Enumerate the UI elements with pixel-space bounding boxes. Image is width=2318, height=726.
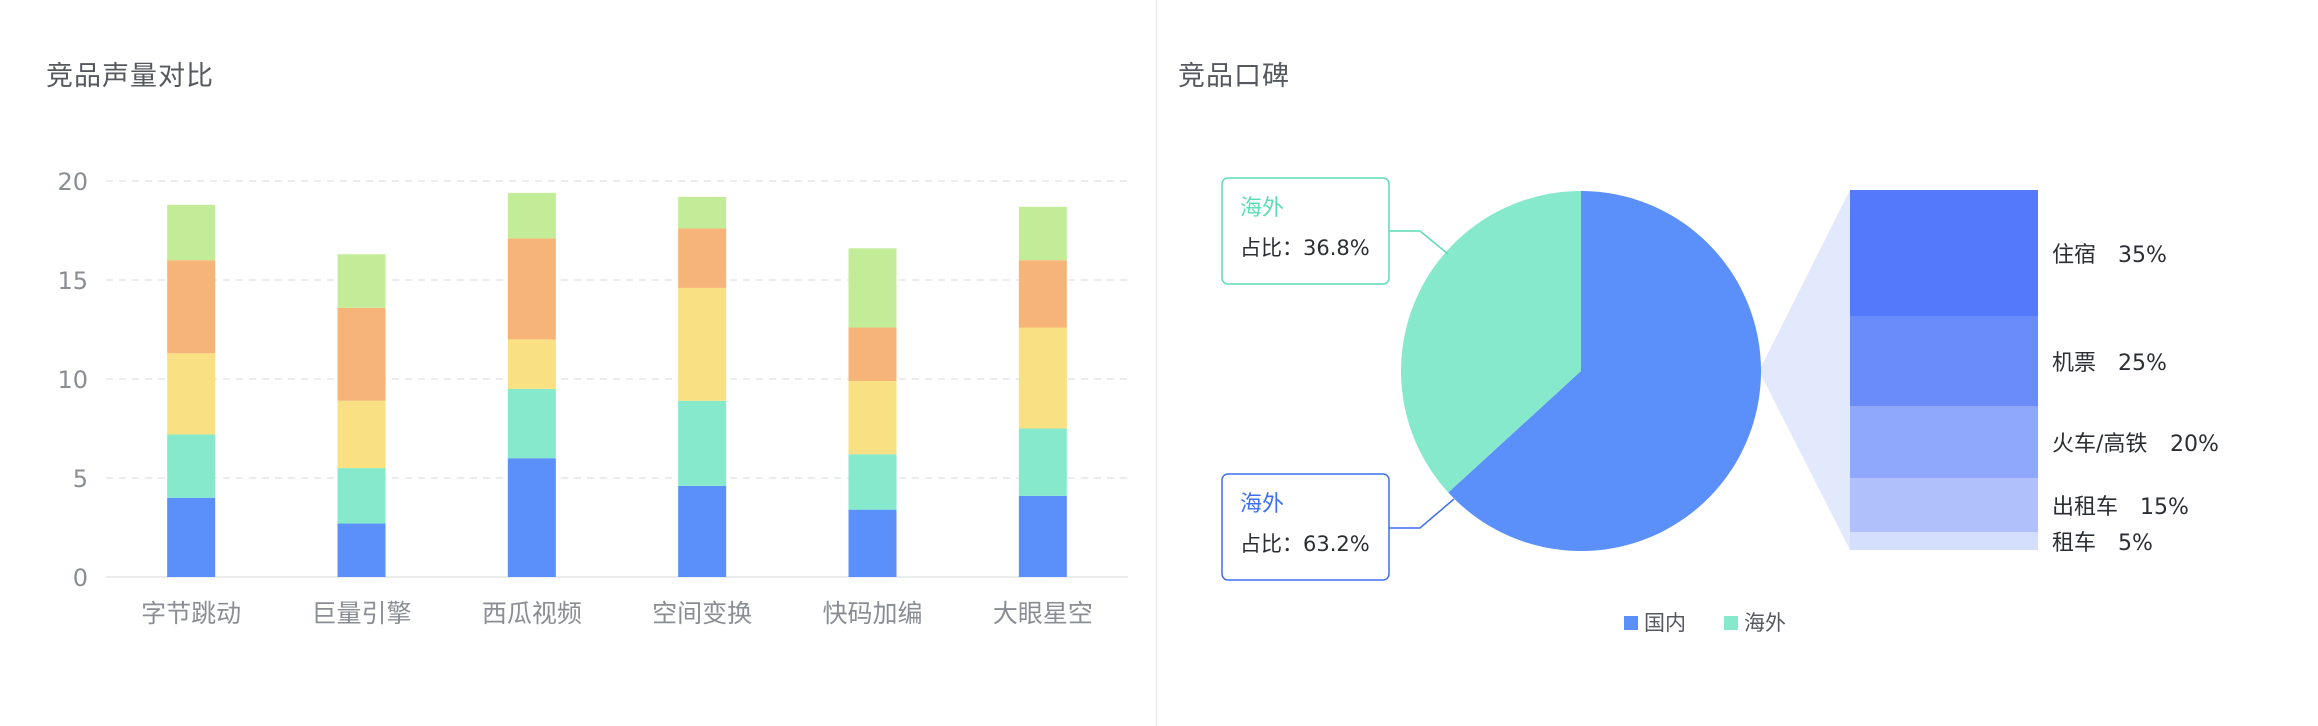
bar-segment [1018,327,1067,429]
breakdown-segment [1850,190,2038,316]
callout-box [1221,473,1390,581]
legend-label: 海外 [1744,611,1786,635]
bar-segment [1018,428,1067,496]
volume-comparison-panel: 竞品声量对比 0 5 10 15 20 字节跳动 巨量引擎 西瓜视频 空间变换 快码加编 大眼星空 [0,0,1156,726]
bar-segment [337,523,386,577]
pie-chart: 住宿 35%机票 25%火车/高铁 20%出租车 15%租车 5%海外占比：36.8%海外… [1221,177,2219,635]
callout-value: 占比：36.8% [1240,236,1370,260]
bar-segment [678,400,727,486]
bar-segment [848,380,897,455]
legend-label: 国内 [1644,611,1686,635]
bar-segment [848,248,897,328]
bar-segment [337,307,386,401]
bar-segment [507,339,556,389]
bar-segment [507,388,556,459]
bar-segment [848,327,897,381]
breakdown-label: 火车/高铁 [2052,432,2147,457]
bar-segment [678,196,727,229]
legend-swatch [1724,616,1738,630]
bar-segment [1018,495,1067,577]
breakdown-segment [1850,316,2038,406]
panel-title: 竞品口碑 [1178,61,1290,92]
y-tick-label: 10 [57,366,88,394]
bar-segment [167,434,216,498]
bar-segment [848,509,897,577]
breakdown-value: 15% [2140,495,2189,520]
bar-segment [167,204,216,261]
breakdown-label: 机票 [2052,351,2096,376]
x-tick-label: 巨量引擎 [311,599,411,628]
bar-segment [337,254,386,308]
stacked-bar-chart: 0 5 10 15 20 字节跳动 巨量引擎 西瓜视频 空间变换 快码加编 大眼星空 [57,168,1128,628]
bar-segment [167,353,216,435]
bar-segment [848,454,897,510]
bar-segment [1018,260,1067,328]
breakdown-value: 25% [2118,351,2167,376]
reputation-panel: 竞品口碑 住宿 35% 机票 25% 火车/高铁 20% 出租车 15% 租车 5% 海外 占比：36… [1158,0,2318,726]
breakdown-segment [1850,478,2038,532]
breakdown-label: 出租车 [2052,495,2118,520]
breakdown-label: 租车 [2052,531,2096,556]
x-tick-label: 字节跳动 [141,599,241,628]
y-tick-label: 0 [73,564,88,592]
breakdown-value: 20% [2170,432,2219,457]
x-tick-label: 西瓜视频 [482,599,582,628]
breakdown-segment [1850,406,2038,478]
callout-title: 海外 [1240,492,1284,517]
bar-segment [507,192,556,239]
y-tick-label: 20 [57,168,88,196]
bar-segment [337,468,386,524]
breakdown-label: 住宿 [2052,243,2096,268]
breakdown-segment [1850,532,2038,550]
bar-segment [678,485,727,577]
callout-leader-line [1389,230,1449,255]
pie-slice [1448,191,1761,551]
bar-segment [507,458,556,577]
bar-segment [1018,206,1067,261]
callout-leader-line [1389,498,1455,529]
y-tick-label: 15 [57,267,88,295]
breakdown-value: 35% [2118,243,2167,268]
breakdown-value: 5% [2118,531,2153,556]
x-tick-label: 快码加编 [822,599,922,628]
panel-divider [1156,0,1157,726]
pie-slice [1401,190,1581,493]
y-tick-label: 5 [73,465,88,493]
bar-segment [167,260,216,354]
callout-title: 海外 [1240,196,1284,221]
bar-segment [678,287,727,401]
callout-value: 占比：63.2% [1240,532,1370,556]
bar-segment [337,400,386,469]
breakdown-connector [1759,190,1850,550]
x-tick-label: 空间变换 [652,599,752,628]
legend-swatch [1624,616,1638,630]
callout-box [1221,177,1390,285]
x-tick-label: 大眼星空 [993,599,1093,628]
panel-title: 竞品声量对比 [46,61,214,92]
bar-segment [167,497,216,577]
bar-segment [507,238,556,340]
bar-segment [678,228,727,288]
